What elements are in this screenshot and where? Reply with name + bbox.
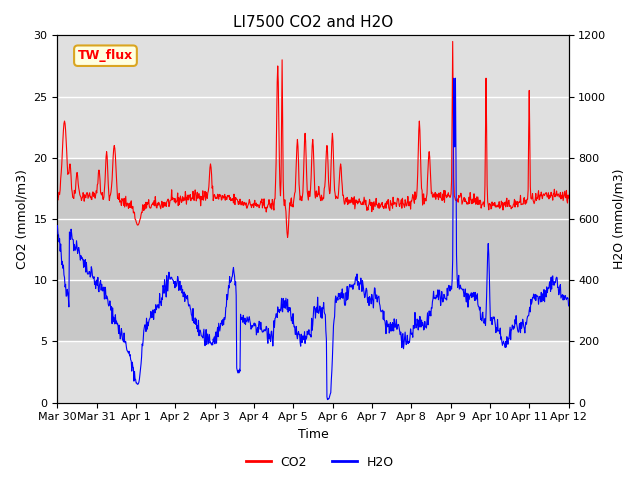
Y-axis label: H2O (mmol/m3): H2O (mmol/m3) [612,169,625,269]
Text: TW_flux: TW_flux [78,49,133,62]
Legend: CO2, H2O: CO2, H2O [241,451,399,474]
Y-axis label: CO2 (mmol/m3): CO2 (mmol/m3) [15,169,28,269]
Bar [58,158,568,341]
X-axis label: Time: Time [298,428,328,441]
Title: LI7500 CO2 and H2O: LI7500 CO2 and H2O [233,15,393,30]
